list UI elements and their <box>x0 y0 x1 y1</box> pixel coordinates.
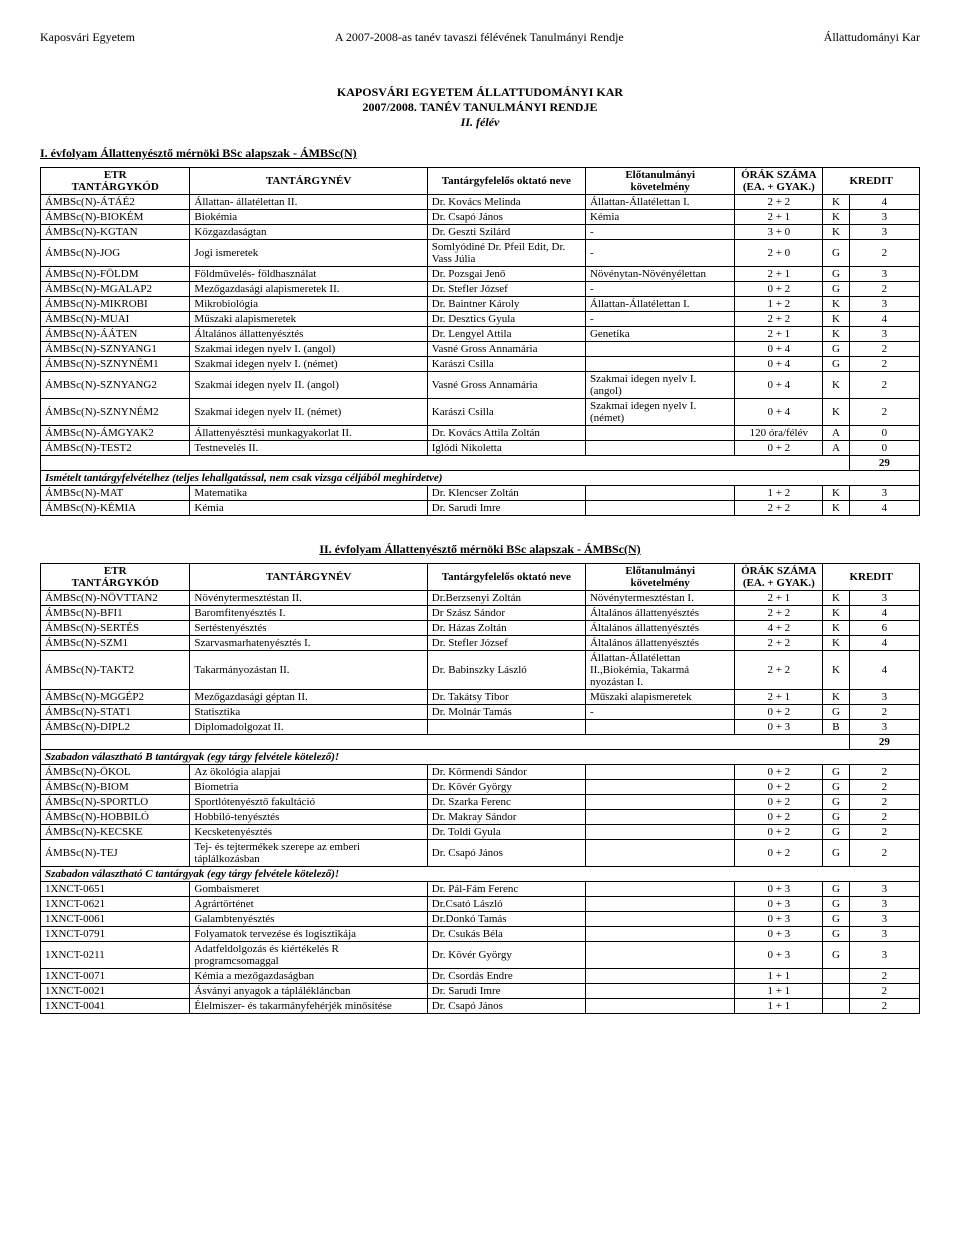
title-line-1: KAPOSVÁRI EGYETEM ÁLLATTUDOMÁNYI KAR <box>40 85 920 100</box>
table-row: ÁMBSc(N)-MUAIMűszaki alapismeretekDr. De… <box>41 312 920 327</box>
table-row: ÁMBSc(N)-BIOMBiometriaDr. Kövér György0 … <box>41 780 920 795</box>
table-row: ÁMBSc(N)-KÉMIAKémiaDr. Sarudi Imre2 + 2K… <box>41 501 920 516</box>
group-label-row: Szabadon választható C tantárgyak (egy t… <box>41 867 920 882</box>
th-hours: ÓRÁK SZÁMA(EA. + GYAK.) <box>735 564 823 591</box>
table-row: ÁMBSc(N)-BFI1Baromfitenyésztés I.Dr Szás… <box>41 606 920 621</box>
table-row: 1XNCT-0651GombaismeretDr. Pál-Fám Ferenc… <box>41 882 920 897</box>
table-row: ÁMBSc(N)-MGALAP2Mezőgazdasági alapismere… <box>41 282 920 297</box>
table-row: ÁMBSc(N)-KGTANKözgazdaságtanDr. Geszti S… <box>41 225 920 240</box>
header-right: Állattudományi Kar <box>824 30 920 45</box>
table-row: ÁMBSc(N)-SZNYNÉM1Szakmai idegen nyelv I.… <box>41 357 920 372</box>
table-row: ÁMBSc(N)-HOBBILÓHobbiló-tenyésztésDr. Ma… <box>41 810 920 825</box>
page-header: Kaposvári Egyetem A 2007-2008-as tanév t… <box>40 30 920 45</box>
table-row: ÁMBSc(N)-SPORTLOSportlótenyésztő fakultá… <box>41 795 920 810</box>
table-row: ÁMBSc(N)-KECSKEKecsketenyésztésDr. Toldi… <box>41 825 920 840</box>
th-instructor: Tantárgyfelelős oktató neve <box>427 564 585 591</box>
title-line-3: II. félév <box>40 115 920 130</box>
table-row: ÁMBSc(N)-FÖLDMFöldművelés- földhasználat… <box>41 267 920 282</box>
table-row: 1XNCT-0071Kémia a mezőgazdaságbanDr. Cso… <box>41 969 920 984</box>
table-row: 1XNCT-0211Adatfeldolgozás és kiértékelés… <box>41 942 920 969</box>
table-row: ÁMBSc(N)-SERTÉSSertéstenyésztésDr. Házas… <box>41 621 920 636</box>
table-row: ÁMBSc(N)-MIKROBIMikrobiológiaDr. Baintne… <box>41 297 920 312</box>
table-row: 1XNCT-0791Folyamatok tervezése és logisz… <box>41 927 920 942</box>
header-left: Kaposvári Egyetem <box>40 30 135 45</box>
th-code: ETRTANTÁRGYKÓD <box>41 168 190 195</box>
sum-row: 29 <box>41 456 920 471</box>
th-req: Előtanulmányikövetelmény <box>585 564 734 591</box>
th-name: TANTÁRGYNÉV <box>190 564 427 591</box>
table-row: ÁMBSc(N)-NÖVTTAN2Növénytermesztéstan II.… <box>41 591 920 606</box>
table-row: ÁMBSc(N)-TAKT2Takarmányozástan II.Dr. Ba… <box>41 651 920 690</box>
title-line-2: 2007/2008. TANÉV TANULMÁNYI RENDJE <box>40 100 920 115</box>
table-row: 1XNCT-0061GalambtenyésztésDr.Donkó Tamás… <box>41 912 920 927</box>
table-row: 1XNCT-0021Ásványi anyagok a tápláléklánc… <box>41 984 920 999</box>
group-label-row: Ismételt tantárgyfelvételhez (teljes leh… <box>41 471 920 486</box>
title-block: KAPOSVÁRI EGYETEM ÁLLATTUDOMÁNYI KAR 200… <box>40 85 920 130</box>
table-row: ÁMBSc(N)-SZM1Szarvasmarhatenyésztés I.Dr… <box>41 636 920 651</box>
th-credit: KREDIT <box>823 564 920 591</box>
table1: ETRTANTÁRGYKÓD TANTÁRGYNÉV Tantárgyfelel… <box>40 167 920 516</box>
table1-head: ETRTANTÁRGYKÓD TANTÁRGYNÉV Tantárgyfelel… <box>41 168 920 195</box>
table-row: ÁMBSc(N)-ÁMGYAK2Állattenyésztési munkagy… <box>41 426 920 441</box>
table-row: ÁMBSc(N)-SZNYNÉM2Szakmai idegen nyelv II… <box>41 399 920 426</box>
th-credit: KREDIT <box>823 168 920 195</box>
table2: ETRTANTÁRGYKÓD TANTÁRGYNÉV Tantárgyfelel… <box>40 563 920 1014</box>
table-row: ÁMBSc(N)-ÁTÁÉ2Állattan- állatélettan II.… <box>41 195 920 210</box>
table-row: ÁMBSc(N)-MATMatematikaDr. Klencser Zoltá… <box>41 486 920 501</box>
table2-head: ETRTANTÁRGYKÓD TANTÁRGYNÉV Tantárgyfelel… <box>41 564 920 591</box>
table1-subtitle: I. évfolyam Állattenyésztő mérnöki BSc a… <box>40 146 920 161</box>
table-row: 1XNCT-0621AgrártörténetDr.Csató László0 … <box>41 897 920 912</box>
th-instructor: Tantárgyfelelős oktató neve <box>427 168 585 195</box>
header-center: A 2007-2008-as tanév tavaszi félévének T… <box>335 30 624 45</box>
table-row: ÁMBSc(N)-TEST2Testnevelés II.Iglódi Niko… <box>41 441 920 456</box>
table-row: ÁMBSc(N)-DIPL2Diplomadolgozat II.0 + 3B3 <box>41 720 920 735</box>
th-hours: ÓRÁK SZÁMA(EA. + GYAK.) <box>735 168 823 195</box>
th-req: Előtanulmányikövetelmény <box>585 168 734 195</box>
table-row: ÁMBSc(N)-SZNYANG2Szakmai idegen nyelv II… <box>41 372 920 399</box>
th-code: ETRTANTÁRGYKÓD <box>41 564 190 591</box>
table-row: ÁMBSc(N)-ÁÁTENÁltalános állattenyésztésD… <box>41 327 920 342</box>
group-label-row: Szabadon választható B tantárgyak (egy t… <box>41 750 920 765</box>
th-name: TANTÁRGYNÉV <box>190 168 427 195</box>
table-row: ÁMBSc(N)-SZNYANG1Szakmai idegen nyelv I.… <box>41 342 920 357</box>
table-row: ÁMBSc(N)-TEJTej- és tejtermékek szerepe … <box>41 840 920 867</box>
table2-subtitle: II. évfolyam Állattenyésztő mérnöki BSc … <box>40 542 920 557</box>
table-row: ÁMBSc(N)-MGGÉP2Mezőgazdasági géptan II.D… <box>41 690 920 705</box>
table-row: ÁMBSc(N)-STAT1StatisztikaDr. Molnár Tamá… <box>41 705 920 720</box>
table-row: ÁMBSc(N)-ÖKOLAz ökológia alapjaiDr. Körm… <box>41 765 920 780</box>
table-row: ÁMBSc(N)-JOGJogi ismeretekSomlyódiné Dr.… <box>41 240 920 267</box>
table-row: 1XNCT-0041Élelmiszer- és takarmányfehérj… <box>41 999 920 1014</box>
sum-row: 29 <box>41 735 920 750</box>
table-row: ÁMBSc(N)-BIOKÉMBiokémiaDr. Csapó JánosKé… <box>41 210 920 225</box>
